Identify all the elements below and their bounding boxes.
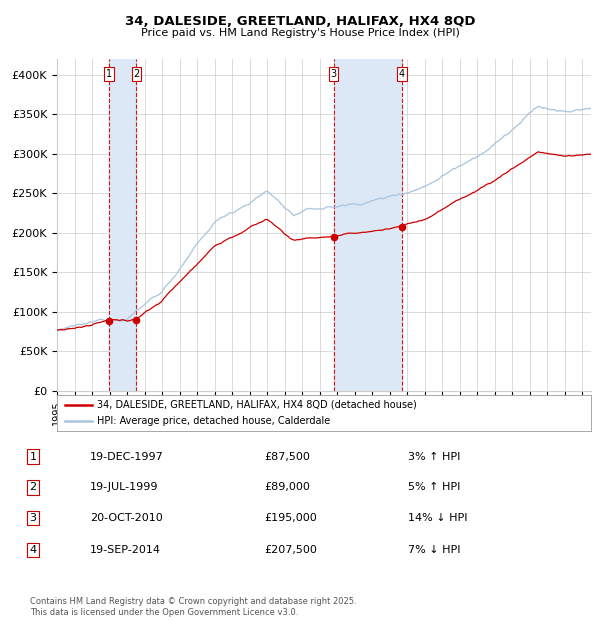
Text: 19-SEP-2014: 19-SEP-2014 [90,545,161,555]
Text: 5% ↑ HPI: 5% ↑ HPI [408,482,460,492]
Text: 34, DALESIDE, GREETLAND, HALIFAX, HX4 8QD: 34, DALESIDE, GREETLAND, HALIFAX, HX4 8Q… [125,16,475,28]
Bar [334,59,402,391]
Text: £207,500: £207,500 [264,545,317,555]
Text: £89,000: £89,000 [264,482,310,492]
Text: 1: 1 [106,69,112,79]
Text: 3% ↑ HPI: 3% ↑ HPI [408,451,460,462]
Text: 3: 3 [331,69,337,79]
Text: 19-DEC-1997: 19-DEC-1997 [90,451,164,462]
Text: Contains HM Land Registry data © Crown copyright and database right 2025.
This d: Contains HM Land Registry data © Crown c… [30,598,356,617]
Text: Price paid vs. HM Land Registry's House Price Index (HPI): Price paid vs. HM Land Registry's House … [140,28,460,38]
Text: 14% ↓ HPI: 14% ↓ HPI [408,513,467,523]
Text: 2: 2 [29,482,37,492]
Text: 3: 3 [29,513,37,523]
Text: 1: 1 [29,451,37,462]
Text: 2: 2 [133,69,140,79]
Text: 19-JUL-1999: 19-JUL-1999 [90,482,158,492]
Text: 20-OCT-2010: 20-OCT-2010 [90,513,163,523]
Text: 4: 4 [399,69,405,79]
Text: 7% ↓ HPI: 7% ↓ HPI [408,545,461,555]
Text: 4: 4 [29,545,37,555]
Text: 34, DALESIDE, GREETLAND, HALIFAX, HX4 8QD (detached house): 34, DALESIDE, GREETLAND, HALIFAX, HX4 8Q… [97,400,417,410]
Text: £87,500: £87,500 [264,451,310,462]
Text: HPI: Average price, detached house, Calderdale: HPI: Average price, detached house, Cald… [97,416,331,426]
Text: £195,000: £195,000 [264,513,317,523]
Bar [109,59,136,391]
